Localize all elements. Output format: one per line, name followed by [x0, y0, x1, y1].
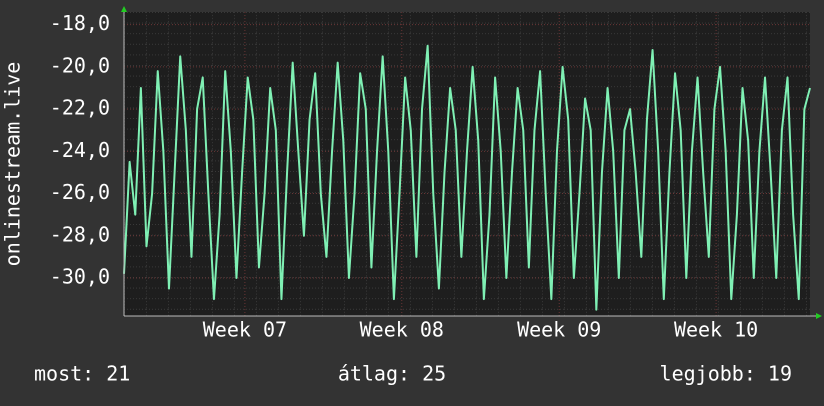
footer-average: átlag: 25: [338, 362, 446, 386]
y-tick-label: -22,0: [50, 96, 110, 120]
x-axis-arrow: [816, 313, 822, 319]
y-tick-label: -28,0: [50, 222, 110, 246]
y-tick-label: -18,0: [50, 11, 110, 35]
x-tick-label: Week 08: [360, 318, 444, 342]
y-axis-label: onlinestream.live: [1, 62, 25, 267]
x-tick-label: Week 07: [203, 318, 287, 342]
y-tick-label: -26,0: [50, 180, 110, 204]
x-tick-label: Week 09: [517, 318, 601, 342]
y-tick-label: -30,0: [50, 265, 110, 289]
footer-best: legjobb: 19: [660, 362, 792, 386]
footer-current: most: 21: [34, 362, 130, 386]
marks: [123, 12, 811, 316]
data-line: [123, 44, 811, 311]
y-tick-label: -24,0: [50, 138, 110, 162]
y-axis-arrow: [121, 6, 127, 12]
x-tick-label: Week 10: [674, 318, 758, 342]
y-tick-label: -20,0: [50, 53, 110, 77]
